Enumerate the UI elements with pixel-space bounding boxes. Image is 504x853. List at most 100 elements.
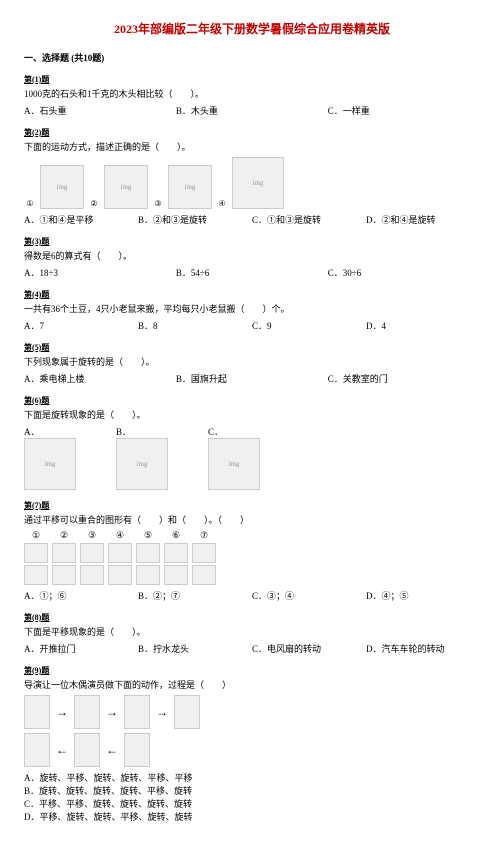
q7-n1: ①: [32, 530, 40, 541]
q7-img6a: [164, 543, 188, 563]
q9-p3: [124, 695, 150, 729]
q4-label: 第(4)题: [24, 289, 480, 300]
q3-opt-a: A．18÷3: [24, 266, 176, 279]
q8-opt-b: B．拧水龙头: [138, 642, 252, 655]
q7-img1a: [24, 543, 48, 563]
q8-options: A．开推拉门 B．拧水龙头 C．电风扇的转动 D．汽车车轮的转动: [24, 642, 480, 655]
q1-label: 第(1)题: [24, 74, 480, 85]
q9-opt-a: A．旋转、平移、旋转、旋转、平移、平移: [24, 771, 480, 784]
q3-opt-b: B．54÷6: [176, 266, 328, 279]
q2-num1: ①: [24, 197, 36, 209]
q2-img4: img: [232, 157, 284, 209]
q5-label: 第(5)题: [24, 342, 480, 353]
q2-img3: img: [168, 165, 212, 209]
q2-img1: img: [40, 165, 84, 209]
q7-n5: ⑤: [144, 530, 152, 541]
q1-stem: 1000克的石头和1千克的木头相比较（ ）。: [24, 87, 480, 100]
q2-img2: img: [104, 165, 148, 209]
q7-img2b: [52, 565, 76, 585]
q8-label: 第(8)题: [24, 612, 480, 623]
q9-p5: [24, 733, 50, 767]
q9-p1: [24, 695, 50, 729]
q9-options: A．旋转、平移、旋转、旋转、平移、平移 B．旋转、旋转、旋转、旋转、平移、旋转 …: [24, 771, 480, 823]
q9-opt-d: D．平移、旋转、旋转、平移、旋转、旋转: [24, 810, 480, 823]
q7-img6b: [164, 565, 188, 585]
q9-label: 第(9)题: [24, 665, 480, 676]
q7-img5a: [136, 543, 160, 563]
q7-opt-b: B．②；⑦: [138, 589, 252, 602]
arrow-icon: →: [156, 705, 168, 720]
question-5: 第(5)题 下列现象属于旋转的是（ ）。 A．乘电梯上楼 B．国旗升起 C．关教…: [24, 342, 480, 385]
q5-opt-b: B．国旗升起: [176, 372, 328, 385]
q5-opt-c: C．关教室的门: [328, 372, 480, 385]
q9-images-row2: ← ←: [24, 733, 480, 767]
q3-stem: 得数是6的算式有（ ）。: [24, 249, 480, 262]
q2-images: ① img ② img ③ img ④ img: [24, 157, 480, 209]
q6-images: A． img B． img C． img: [24, 425, 480, 490]
q1-opt-c: C．一样重: [328, 104, 480, 117]
q2-num3: ③: [152, 197, 164, 209]
q6-stem: 下面是旋转现象的是（ ）。: [24, 408, 480, 421]
arrow-icon: →: [106, 705, 118, 720]
q7-img5b: [136, 565, 160, 585]
q7-img3b: [80, 565, 104, 585]
q6-img-c: img: [208, 438, 260, 490]
q9-opt-b: B．旋转、旋转、旋转、旋转、平移、旋转: [24, 784, 480, 797]
q7-n3: ③: [88, 530, 96, 541]
q3-opt-c: C．30÷6: [328, 266, 480, 279]
q1-opt-a: A．石头重: [24, 104, 176, 117]
q3-options: A．18÷3 B．54÷6 C．30÷6: [24, 266, 480, 279]
q7-img1b: [24, 565, 48, 585]
arrow-icon: ←: [56, 743, 68, 758]
q2-opt-d: D．②和④是旋转: [366, 213, 480, 226]
q5-options: A．乘电梯上楼 B．国旗升起 C．关教室的门: [24, 372, 480, 385]
q6-img-a: img: [24, 438, 76, 490]
q9-p2: [74, 695, 100, 729]
arrow-icon: →: [56, 705, 68, 720]
q1-options: A．石头重 B．木头重 C．一样重: [24, 104, 480, 117]
q4-options: A．7 B．8 C．9 D．4: [24, 319, 480, 332]
q4-opt-d: D．4: [366, 319, 480, 332]
q7-img3a: [80, 543, 104, 563]
q4-stem: 一共有36个土豆，4只小老鼠来搬，平均每只小老鼠搬（ ）个。: [24, 302, 480, 315]
q2-options: A．①和④是平移 B．②和③是旋转 C．①和③是旋转 D．②和④是旋转: [24, 213, 480, 226]
q7-opt-d: D．④；⑤: [366, 589, 480, 602]
q7-img4a: [108, 543, 132, 563]
arrow-icon: ←: [106, 743, 118, 758]
q6-img-b: img: [116, 438, 168, 490]
q7-stem: 通过平移可以重合的图形有（ ）和（ ）。（ ）: [24, 513, 480, 526]
q7-img2a: [52, 543, 76, 563]
q3-label: 第(3)题: [24, 236, 480, 247]
q4-opt-c: C．9: [252, 319, 366, 332]
q7-n6: ⑥: [172, 530, 180, 541]
question-7: 第(7)题 通过平移可以重合的图形有（ ）和（ ）。（ ） ① ② ③ ④ ⑤ …: [24, 500, 480, 602]
q8-opt-a: A．开推拉门: [24, 642, 138, 655]
q8-opt-c: C．电风扇的转动: [252, 642, 366, 655]
q2-opt-a: A．①和④是平移: [24, 213, 138, 226]
q7-n4: ④: [116, 530, 124, 541]
q9-opt-c: C．平移、平移、旋转、旋转、旋转、旋转: [24, 797, 480, 810]
question-4: 第(4)题 一共有36个土豆，4只小老鼠来搬，平均每只小老鼠搬（ ）个。 A．7…: [24, 289, 480, 332]
q4-opt-b: B．8: [138, 319, 252, 332]
q7-opt-c: C．③；④: [252, 589, 366, 602]
question-2: 第(2)题 下面的运动方式，描述正确的是（ ）。 ① img ② img ③ i…: [24, 127, 480, 226]
q7-options: A．①；⑥ B．②；⑦ C．③；④ D．④；⑤: [24, 589, 480, 602]
section-heading: 一、选择题 (共10题): [24, 51, 480, 64]
question-3: 第(3)题 得数是6的算式有（ ）。 A．18÷3 B．54÷6 C．30÷6: [24, 236, 480, 279]
q7-opt-a: A．①；⑥: [24, 589, 138, 602]
q9-p4: [174, 695, 200, 729]
q2-opt-b: B．②和③是旋转: [138, 213, 252, 226]
q2-opt-c: C．①和③是旋转: [252, 213, 366, 226]
q8-opt-d: D．汽车车轮的转动: [366, 642, 480, 655]
q6-opt-a-label: A．: [24, 425, 40, 438]
q4-opt-a: A．7: [24, 319, 138, 332]
q9-p6: [74, 733, 100, 767]
question-8: 第(8)题 下面是平移现象的是（ ）。 A．开推拉门 B．拧水龙头 C．电风扇的…: [24, 612, 480, 655]
q7-n2: ②: [60, 530, 68, 541]
q1-opt-b: B．木头重: [176, 104, 328, 117]
page-title: 2023年部编版二年级下册数学暑假综合应用卷精英版: [24, 20, 480, 37]
q8-stem: 下面是平移现象的是（ ）。: [24, 625, 480, 638]
q7-img7b: [192, 565, 216, 585]
q7-img4b: [108, 565, 132, 585]
q2-stem: 下面的运动方式，描述正确的是（ ）。: [24, 140, 480, 153]
